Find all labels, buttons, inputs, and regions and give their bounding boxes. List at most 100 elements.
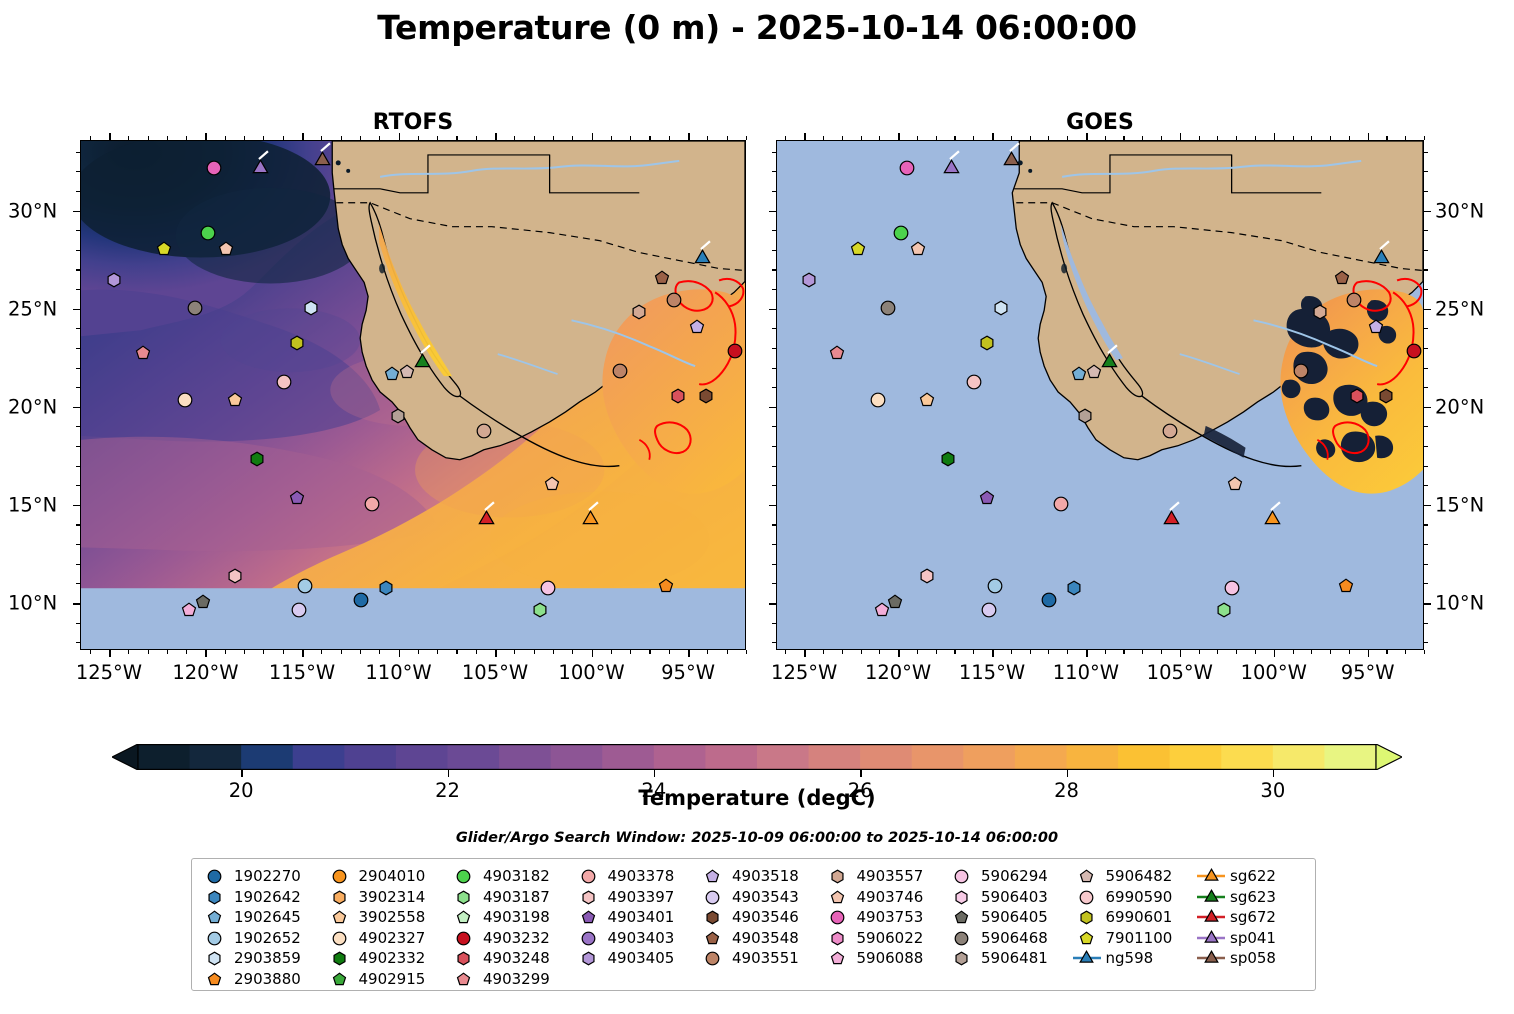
legend-item[interactable]: 4903378: [574, 865, 674, 887]
argo-float-marker[interactable]: [1334, 270, 1350, 286]
argo-float-marker[interactable]: [297, 578, 313, 594]
argo-float-marker[interactable]: [384, 366, 400, 382]
glider-track-marker[interactable]: [1100, 344, 1119, 372]
legend-item[interactable]: 4903746: [823, 886, 923, 908]
legend-item[interactable]: 1902652: [200, 927, 301, 949]
argo-float-marker[interactable]: [1349, 388, 1365, 404]
legend-item[interactable]: 6990601: [1072, 906, 1172, 928]
argo-float-marker[interactable]: [227, 392, 243, 408]
argo-float-marker[interactable]: [880, 300, 896, 316]
glider-track-marker[interactable]: [693, 240, 712, 268]
legend-item[interactable]: 4903401: [574, 906, 674, 928]
argo-float-marker[interactable]: [249, 451, 265, 467]
legend-item[interactable]: 5906481: [947, 947, 1048, 969]
argo-float-marker[interactable]: [1312, 304, 1328, 320]
glider-track-marker[interactable]: [313, 142, 332, 170]
legend-item[interactable]: 2904010: [325, 865, 425, 887]
argo-float-marker[interactable]: [399, 364, 415, 380]
argo-float-marker[interactable]: [200, 225, 216, 241]
argo-float-marker[interactable]: [987, 578, 1003, 594]
argo-float-marker[interactable]: [612, 363, 628, 379]
legend-item[interactable]: 4903198: [449, 906, 550, 928]
argo-float-marker[interactable]: [979, 335, 995, 351]
argo-float-marker[interactable]: [919, 568, 935, 584]
glider-track-marker[interactable]: [1263, 501, 1282, 529]
argo-float-marker[interactable]: [106, 272, 122, 288]
argo-float-marker[interactable]: [540, 580, 556, 596]
legend-item[interactable]: 3902314: [325, 886, 425, 908]
legend-item[interactable]: sg623: [1196, 886, 1276, 908]
legend-item[interactable]: 4903182: [449, 865, 550, 887]
argo-float-marker[interactable]: [850, 241, 866, 257]
legend-item[interactable]: sp041: [1196, 927, 1276, 949]
legend-item[interactable]: 4903403: [574, 927, 674, 949]
legend-item[interactable]: 4903518: [698, 865, 799, 887]
argo-float-marker[interactable]: [1406, 343, 1422, 359]
legend-item[interactable]: 4903232: [449, 927, 550, 949]
argo-float-marker[interactable]: [218, 241, 234, 257]
legend-item[interactable]: 5906482: [1072, 865, 1172, 887]
legend-item[interactable]: 4903405: [574, 947, 674, 969]
argo-float-marker[interactable]: [187, 300, 203, 316]
argo-float-marker[interactable]: [390, 408, 406, 424]
legend-item[interactable]: 5906468: [947, 927, 1048, 949]
legend-item[interactable]: 2903880: [200, 968, 301, 990]
glider-track-marker[interactable]: [1002, 142, 1021, 170]
argo-float-marker[interactable]: [353, 592, 369, 608]
argo-float-marker[interactable]: [303, 300, 319, 316]
argo-float-marker[interactable]: [1071, 366, 1087, 382]
argo-float-marker[interactable]: [666, 292, 682, 308]
legend-item[interactable]: 4903397: [574, 886, 674, 908]
legend-item[interactable]: 4902327: [325, 927, 425, 949]
argo-float-marker[interactable]: [981, 602, 997, 618]
legend-item[interactable]: 5906405: [947, 906, 1048, 928]
legend-item[interactable]: 4902915: [325, 968, 425, 990]
argo-float-marker[interactable]: [829, 345, 845, 361]
argo-float-marker[interactable]: [289, 335, 305, 351]
argo-float-marker[interactable]: [899, 160, 915, 176]
argo-float-marker[interactable]: [874, 602, 890, 618]
legend-item[interactable]: 1902270: [200, 865, 301, 887]
argo-float-marker[interactable]: [887, 594, 903, 610]
argo-float-marker[interactable]: [966, 374, 982, 390]
argo-float-marker[interactable]: [670, 388, 686, 404]
glider-track-marker[interactable]: [251, 150, 270, 178]
legend-item[interactable]: 4903557: [823, 865, 923, 887]
argo-float-marker[interactable]: [135, 345, 151, 361]
glider-track-marker[interactable]: [942, 150, 961, 178]
legend-item[interactable]: 3902558: [325, 906, 425, 928]
argo-float-marker[interactable]: [1216, 602, 1232, 618]
argo-float-marker[interactable]: [195, 594, 211, 610]
argo-float-marker[interactable]: [364, 496, 380, 512]
legend-item[interactable]: 1902642: [200, 886, 301, 908]
argo-float-marker[interactable]: [1086, 364, 1102, 380]
glider-track-marker[interactable]: [413, 344, 432, 372]
map-goes[interactable]: [776, 140, 1424, 650]
legend-item[interactable]: 4903753: [823, 906, 923, 928]
legend-item[interactable]: sg672: [1196, 906, 1276, 928]
argo-float-marker[interactable]: [1224, 580, 1240, 596]
argo-float-marker[interactable]: [801, 272, 817, 288]
argo-float-marker[interactable]: [156, 241, 172, 257]
legend-item[interactable]: ng598: [1072, 947, 1153, 969]
argo-float-marker[interactable]: [1077, 408, 1093, 424]
argo-float-marker[interactable]: [1066, 580, 1082, 596]
argo-float-marker[interactable]: [870, 392, 886, 408]
argo-float-marker[interactable]: [1338, 578, 1354, 594]
argo-float-marker[interactable]: [1041, 592, 1057, 608]
argo-float-marker[interactable]: [1227, 476, 1243, 492]
argo-float-marker[interactable]: [631, 304, 647, 320]
argo-float-marker[interactable]: [181, 602, 197, 618]
legend-item[interactable]: 5906294: [947, 865, 1048, 887]
legend-item[interactable]: 4903546: [698, 906, 799, 928]
argo-float-marker[interactable]: [689, 319, 705, 335]
legend-item[interactable]: sg622: [1196, 865, 1276, 887]
argo-float-marker[interactable]: [276, 374, 292, 390]
argo-float-marker[interactable]: [1378, 388, 1394, 404]
argo-float-marker[interactable]: [291, 602, 307, 618]
legend-item[interactable]: 4903299: [449, 968, 550, 990]
legend-item[interactable]: 4903543: [698, 886, 799, 908]
argo-float-marker[interactable]: [532, 602, 548, 618]
argo-float-marker[interactable]: [378, 580, 394, 596]
argo-float-marker[interactable]: [979, 490, 995, 506]
